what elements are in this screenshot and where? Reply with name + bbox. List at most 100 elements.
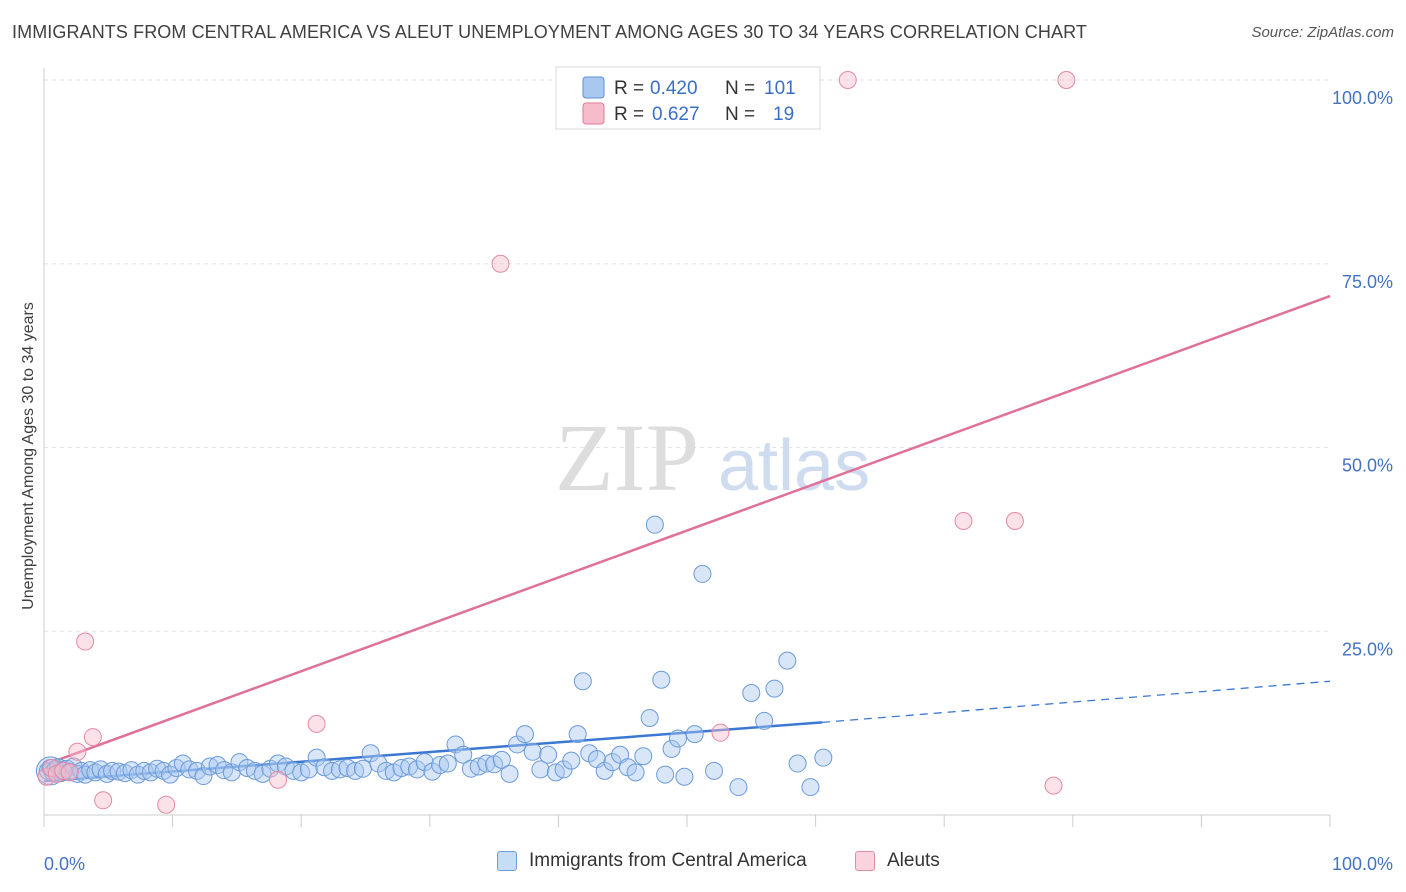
legend-n-label-2: N = bbox=[725, 104, 755, 125]
source-label: Source: ZipAtlas.com bbox=[1251, 24, 1394, 41]
point-immigrants bbox=[454, 745, 473, 764]
point-immigrants bbox=[377, 761, 396, 780]
point-aleuts bbox=[76, 632, 95, 651]
point-immigrants bbox=[477, 754, 496, 773]
point-immigrants bbox=[729, 778, 748, 797]
point-immigrants bbox=[662, 739, 681, 758]
point-immigrants bbox=[284, 761, 303, 780]
legend-r-label-1: R = bbox=[614, 78, 644, 99]
point-immigrants bbox=[361, 744, 380, 763]
bottom-legend-item-aleuts: Aleuts bbox=[855, 850, 940, 872]
legend-box: R = 0.420 N = 101 R = 0.627 N = 19 bbox=[555, 66, 821, 130]
x-tick-label: 0.0% bbox=[44, 854, 85, 874]
point-immigrants bbox=[656, 765, 675, 784]
point-immigrants bbox=[539, 745, 558, 764]
bottom-legend-label: Immigrants from Central America bbox=[529, 850, 807, 871]
point-immigrants bbox=[500, 764, 519, 783]
grid-lines bbox=[44, 79, 1330, 632]
trendline-immigrants-extension bbox=[821, 680, 1331, 724]
point-aleuts bbox=[711, 723, 730, 742]
point-aleuts bbox=[954, 512, 973, 530]
point-immigrants bbox=[369, 754, 388, 773]
bottom-legend: Immigrants from Central America Aleuts bbox=[0, 850, 1406, 880]
point-aleuts bbox=[307, 714, 326, 733]
bottom-legend-label: Aleuts bbox=[887, 850, 940, 871]
legend-swatch-pink bbox=[582, 102, 605, 125]
x-tick-label: 100.0% bbox=[1332, 854, 1393, 874]
point-immigrants bbox=[438, 754, 457, 773]
point-immigrants bbox=[652, 670, 671, 689]
y-tick-label: 25.0% bbox=[1342, 639, 1393, 659]
point-aleuts bbox=[1005, 512, 1024, 530]
point-immigrants bbox=[323, 761, 342, 780]
legend-r-value-1: 0.420 bbox=[650, 78, 698, 99]
point-aleuts bbox=[94, 791, 113, 810]
point-aleuts bbox=[60, 763, 79, 782]
point-immigrants bbox=[685, 725, 704, 744]
point-immigrants bbox=[634, 747, 653, 766]
point-immigrants bbox=[778, 651, 797, 670]
data-points bbox=[35, 71, 1076, 814]
watermark: ZIP atlas bbox=[555, 404, 870, 511]
legend-swatch-blue bbox=[582, 76, 605, 99]
y-axis-label: Unemployment Among Ages 30 to 34 years bbox=[20, 302, 37, 610]
point-immigrants bbox=[161, 765, 180, 784]
legend-n-value-2: 19 bbox=[773, 104, 794, 125]
point-immigrants bbox=[645, 515, 664, 534]
point-immigrants bbox=[742, 683, 761, 702]
chart-title: IMMIGRANTS FROM CENTRAL AMERICA VS ALEUT… bbox=[12, 22, 1087, 42]
point-immigrants bbox=[573, 672, 592, 691]
bottom-legend-swatch-pink bbox=[855, 851, 875, 871]
point-immigrants bbox=[801, 778, 820, 797]
trend-lines bbox=[43, 294, 1331, 783]
point-aleuts bbox=[838, 71, 857, 89]
point-immigrants bbox=[640, 708, 659, 727]
point-immigrants bbox=[392, 758, 411, 777]
trendline-immigrants bbox=[43, 721, 823, 783]
point-aleuts bbox=[68, 742, 87, 761]
axes bbox=[43, 68, 1331, 827]
point-immigrants bbox=[109, 762, 128, 781]
point-immigrants bbox=[531, 760, 550, 779]
tick-labels: 25.0% 50.0% 75.0% 100.0% 0.0% 100.0% bbox=[44, 88, 1393, 874]
point-immigrants bbox=[765, 679, 784, 698]
point-immigrants bbox=[668, 729, 687, 748]
point-aleuts bbox=[1057, 71, 1076, 89]
legend-n-value-1: 101 bbox=[764, 78, 796, 99]
point-immigrants bbox=[330, 760, 349, 779]
point-immigrants bbox=[523, 742, 542, 761]
point-immigrants bbox=[814, 748, 833, 767]
point-immigrants bbox=[200, 757, 219, 776]
point-immigrants bbox=[626, 763, 645, 782]
point-aleuts bbox=[83, 728, 102, 747]
point-immigrants bbox=[562, 751, 581, 770]
point-immigrants bbox=[353, 759, 372, 778]
point-immigrants bbox=[568, 725, 587, 744]
point-immigrants bbox=[675, 767, 694, 786]
point-immigrants bbox=[407, 760, 426, 779]
trendline-aleuts bbox=[43, 294, 1331, 767]
point-immigrants bbox=[508, 735, 527, 754]
point-immigrants bbox=[446, 735, 465, 754]
y-tick-label: 100.0% bbox=[1332, 88, 1393, 108]
point-aleuts bbox=[269, 770, 288, 789]
point-immigrants bbox=[755, 711, 774, 730]
watermark-atlas: atlas bbox=[718, 426, 870, 506]
point-immigrants bbox=[515, 725, 534, 744]
legend-r-value-2: 0.627 bbox=[652, 104, 700, 125]
point-immigrants bbox=[194, 767, 213, 786]
legend-n-label-1: N = bbox=[725, 78, 755, 99]
point-immigrants bbox=[423, 762, 442, 781]
legend-r-label-2: R = bbox=[614, 104, 644, 125]
bottom-legend-swatch-blue bbox=[497, 851, 517, 871]
point-immigrants bbox=[431, 756, 450, 775]
point-aleuts bbox=[54, 761, 73, 780]
y-tick-label: 50.0% bbox=[1342, 456, 1393, 476]
y-tick-label: 75.0% bbox=[1342, 272, 1393, 292]
point-immigrants bbox=[705, 761, 724, 780]
point-immigrants bbox=[307, 748, 326, 767]
point-aleuts bbox=[1044, 776, 1063, 795]
point-aleuts bbox=[157, 795, 176, 814]
point-aleuts bbox=[42, 758, 61, 777]
point-immigrants bbox=[693, 564, 712, 583]
